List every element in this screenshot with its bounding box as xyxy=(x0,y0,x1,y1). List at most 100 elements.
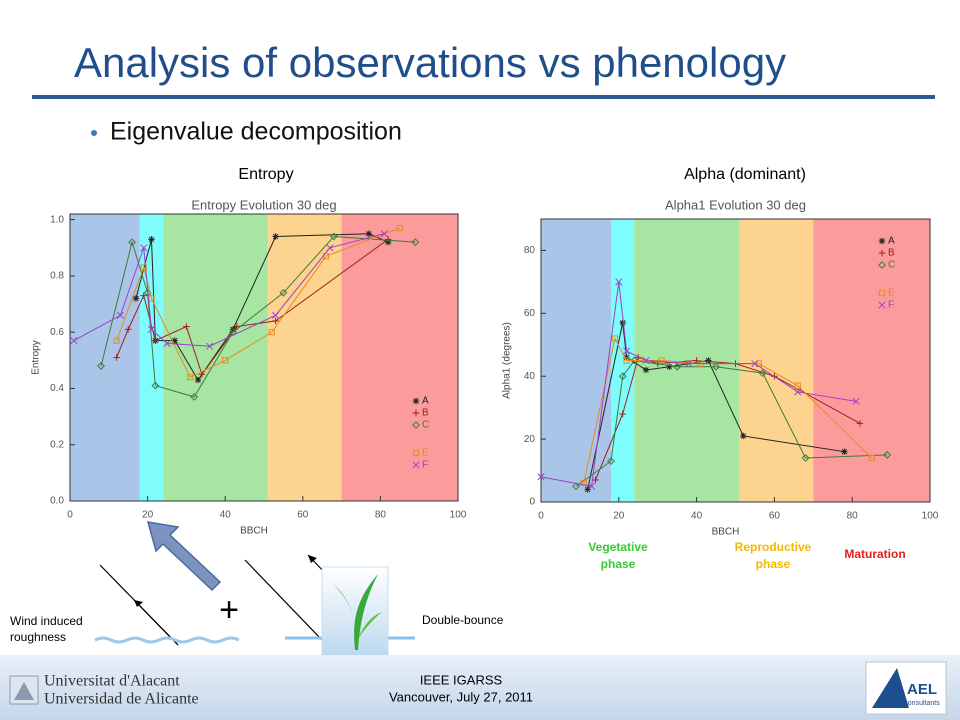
x-tick-label: 40 xyxy=(220,510,232,521)
point-marker xyxy=(685,360,693,368)
x-tick-label: 60 xyxy=(297,510,309,521)
point-marker xyxy=(618,372,627,381)
footer-conference: IEEE IGARSS xyxy=(420,672,503,687)
point-marker xyxy=(329,232,338,241)
point-marker xyxy=(125,326,132,333)
legend-label: B xyxy=(888,248,895,259)
phase-label: Reproductive xyxy=(735,540,812,554)
point-marker xyxy=(140,244,148,252)
point-marker xyxy=(140,292,147,299)
point-marker xyxy=(190,392,199,401)
series-line xyxy=(100,235,416,398)
point-marker xyxy=(171,337,178,344)
phase-band xyxy=(139,214,164,501)
point-marker xyxy=(856,420,864,427)
x-tick-label: 0 xyxy=(538,511,544,522)
diagram-label: roughness xyxy=(10,630,66,644)
point-marker xyxy=(642,366,650,374)
legend-label: F xyxy=(422,460,428,471)
point-marker xyxy=(380,230,388,238)
point-marker xyxy=(868,454,875,462)
phase-band xyxy=(341,214,458,501)
bullet-dot xyxy=(91,130,97,136)
panel-title: Alpha (dominant) xyxy=(684,166,806,183)
x-axis-label: BBCH xyxy=(712,527,740,538)
legend-marker xyxy=(878,261,886,269)
series-line xyxy=(587,322,845,490)
phase-label: phase xyxy=(756,557,791,571)
point-marker xyxy=(712,362,720,371)
legend-marker xyxy=(878,237,886,245)
point-marker xyxy=(272,233,279,240)
point-marker xyxy=(187,374,194,381)
y-tick-label: 40 xyxy=(524,371,536,382)
point-marker xyxy=(396,224,403,232)
point-marker xyxy=(97,362,105,370)
legend-marker xyxy=(412,461,420,469)
series-line xyxy=(116,227,400,378)
legend-marker xyxy=(878,249,886,257)
y-tick-label: 0.8 xyxy=(50,271,64,282)
x-tick-label: 80 xyxy=(375,510,387,521)
point-marker xyxy=(365,230,372,237)
title-rule xyxy=(32,95,935,99)
point-marker xyxy=(615,278,623,286)
company-sub: consultants xyxy=(904,700,940,707)
university-name: Universitat d'Alacant xyxy=(44,673,180,690)
diagram xyxy=(94,521,415,663)
phase-band xyxy=(813,219,930,502)
point-marker xyxy=(132,295,140,302)
point-marker xyxy=(751,360,759,368)
point-marker xyxy=(272,317,279,325)
diagram-label: Wind induced xyxy=(10,614,83,628)
point-marker xyxy=(326,244,334,252)
point-marker xyxy=(794,388,802,396)
x-tick-label: 60 xyxy=(769,511,781,522)
x-tick-label: 100 xyxy=(450,510,467,521)
diagram-label: Double-bounce xyxy=(422,613,504,627)
point-marker xyxy=(322,253,330,260)
point-marker xyxy=(619,319,626,326)
point-marker xyxy=(623,354,630,361)
university-logo-mark xyxy=(14,682,34,700)
x-tick-label: 80 xyxy=(847,511,859,522)
plus-sign: + xyxy=(219,591,239,629)
legend-label: E xyxy=(422,448,429,459)
point-marker xyxy=(619,410,626,418)
point-marker xyxy=(194,376,202,384)
legend-label: A xyxy=(422,396,429,407)
point-marker xyxy=(883,450,892,459)
university-name: Universidad de Alicante xyxy=(44,691,199,708)
point-marker xyxy=(116,311,124,319)
legend-marker xyxy=(412,409,420,417)
chart-title: Alpha1 Evolution 30 deg xyxy=(665,197,806,212)
point-marker xyxy=(198,371,206,378)
phase-band xyxy=(611,219,635,502)
phase-label: Vegetative xyxy=(588,540,648,554)
point-marker xyxy=(623,347,631,355)
phase-band xyxy=(267,214,342,501)
point-marker xyxy=(411,238,420,247)
point-marker xyxy=(592,476,599,484)
legend-marker xyxy=(878,289,886,297)
y-tick-label: 1.0 xyxy=(50,214,64,225)
point-marker xyxy=(128,238,136,247)
y-axis-label: Entropy xyxy=(31,340,42,374)
y-axis-label: Alpha1 (degrees) xyxy=(502,322,513,399)
x-tick-label: 20 xyxy=(613,511,625,522)
point-marker xyxy=(537,473,545,481)
company-logo-mark xyxy=(872,668,909,708)
point-marker xyxy=(693,357,700,364)
legend-label: C xyxy=(422,420,429,431)
y-tick-label: 80 xyxy=(524,245,536,256)
point-marker xyxy=(642,356,650,365)
y-tick-label: 0.4 xyxy=(50,383,64,394)
y-tick-label: 60 xyxy=(524,308,536,319)
point-marker xyxy=(222,357,229,364)
series-line xyxy=(583,337,872,484)
legend-marker xyxy=(878,301,886,309)
x-tick-label: 20 xyxy=(142,510,154,521)
y-tick-label: 0 xyxy=(529,497,535,508)
legend-marker xyxy=(412,397,420,405)
